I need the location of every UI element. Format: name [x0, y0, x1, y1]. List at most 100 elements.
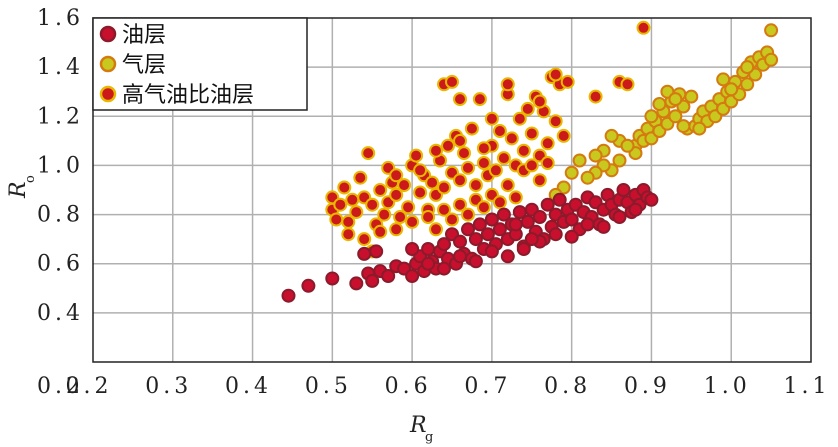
legend-item-gas-layer: 气层 — [99, 53, 166, 78]
point-oil-layer — [281, 288, 296, 303]
point-oil-layer — [405, 242, 420, 256]
point-oil-layer — [325, 271, 340, 286]
point-high-gor-oil-layer — [548, 114, 563, 129]
point-gas-layer — [604, 128, 619, 143]
point-high-gor-oil-layer — [333, 197, 348, 212]
point-oil-layer — [644, 192, 659, 207]
point-high-gor-oil-layer — [532, 94, 547, 109]
point-gas-layer — [716, 72, 731, 87]
point-high-gor-oil-layer — [464, 121, 479, 136]
point-high-gor-oil-layer — [496, 151, 511, 166]
x-tick-label: 0.7 — [464, 374, 511, 399]
point-high-gor-oil-layer — [453, 133, 467, 148]
y-axis-label-subscript: o — [23, 175, 38, 183]
point-high-gor-oil-layer — [353, 170, 368, 185]
point-gas-layer — [684, 89, 699, 104]
point-high-gor-oil-layer — [453, 197, 467, 212]
point-oil-layer — [357, 246, 372, 261]
legend-item-high-gor-oil-layer: 高气油比油层 — [99, 83, 254, 108]
y-axis-title: R o — [6, 175, 38, 199]
point-oil-layer — [532, 210, 547, 224]
point-high-gor-oil-layer — [548, 67, 563, 82]
point-gas-layer — [572, 153, 587, 168]
point-gas-layer — [740, 60, 755, 75]
point-high-gor-oil-layer — [437, 180, 451, 195]
x-tick-labels: 0.2 0.3 0.4 0.5 0.6 0.7 0.8 0.9 1.0 1.1 — [66, 374, 827, 399]
x-tick-label: 0.2 — [66, 374, 113, 399]
plot-frame — [92, 17, 812, 363]
point-oil-layer — [421, 242, 436, 256]
point-high-gor-oil-layer — [532, 173, 547, 188]
point-oil-layer — [484, 244, 499, 259]
point-high-gor-oil-layer — [421, 210, 436, 224]
legend-box — [92, 17, 308, 111]
point-oil-layer — [472, 217, 487, 232]
legend-item-oil-layer: 油层 — [99, 23, 166, 48]
point-gas-layer — [652, 97, 667, 111]
point-oil-layer — [540, 197, 555, 212]
legend-marker-oil-layer — [99, 25, 117, 43]
grid-lines — [93, 18, 811, 362]
point-high-gor-oil-layer — [492, 195, 507, 210]
point-gas-layer — [564, 165, 579, 180]
x-axis-title: R g — [409, 413, 433, 445]
point-gas-layer — [580, 170, 595, 185]
point-oil-layer — [453, 249, 467, 264]
x-tick-label: 0.8 — [544, 374, 591, 399]
point-high-gor-oil-layer — [636, 20, 651, 35]
point-gas-layer — [588, 148, 603, 163]
point-high-gor-oil-layer — [468, 178, 483, 193]
point-high-gor-oil-layer — [341, 227, 356, 242]
point-gas-layer — [724, 82, 739, 97]
point-high-gor-oil-layer — [405, 214, 420, 229]
point-high-gor-oil-layer — [453, 173, 467, 188]
point-oil-layer — [564, 212, 579, 227]
point-high-gor-oil-layer — [425, 175, 440, 190]
point-high-gor-oil-layer — [445, 212, 459, 227]
y-tick-label: 0.8 — [37, 203, 84, 228]
point-oil-layer — [500, 249, 515, 264]
y-tick-label: 1.4 — [37, 55, 84, 80]
point-high-gor-oil-layer — [365, 197, 380, 212]
y-tick-label-origin: 0.2 — [37, 374, 84, 399]
point-high-gor-oil-layer — [540, 136, 555, 151]
point-oil-layer — [461, 222, 475, 237]
point-oil-layer — [496, 207, 511, 222]
point-gas-layer — [676, 119, 691, 134]
point-oil-layer — [421, 256, 436, 271]
legend-marker-high-gor-oil-layer — [99, 85, 117, 103]
point-high-gor-oil-layer — [373, 224, 388, 239]
point-oil-layer — [468, 232, 483, 247]
point-oil-layer — [453, 234, 467, 249]
point-oil-layer — [492, 222, 507, 237]
point-oil-layer — [381, 269, 396, 283]
point-oil-layer — [480, 227, 495, 242]
point-high-gor-oil-layer — [401, 200, 416, 215]
point-oil-layer — [612, 210, 627, 224]
y-tick-label: 1.0 — [37, 153, 84, 178]
point-gas-layer — [612, 153, 627, 168]
point-high-gor-oil-layer — [556, 128, 571, 143]
point-high-gor-oil-layer — [508, 190, 523, 205]
point-high-gor-oil-layer — [441, 138, 455, 153]
point-gas-layer — [764, 23, 779, 38]
point-high-gor-oil-layer — [393, 210, 408, 224]
point-oil-layer — [369, 244, 384, 259]
point-high-gor-oil-layer — [409, 148, 424, 163]
point-oil-layer — [580, 217, 595, 232]
y-tick-labels: 0.4 0.6 0.8 1.0 1.2 1.4 1.6 0.2 — [37, 6, 84, 399]
point-high-gor-oil-layer — [461, 160, 475, 175]
point-oil-layer — [564, 229, 579, 244]
point-oil-layer — [405, 269, 420, 283]
point-high-gor-oil-layer — [457, 146, 471, 161]
legend-marker-gas-layer — [99, 55, 117, 73]
point-oil-layer — [628, 202, 643, 217]
point-high-gor-oil-layer — [437, 202, 451, 217]
point-high-gor-oil-layer — [492, 124, 507, 138]
point-oil-layer — [516, 242, 531, 256]
point-high-gor-oil-layer — [345, 192, 360, 207]
x-tick-label: 0.5 — [305, 374, 352, 399]
point-high-gor-oil-layer — [524, 158, 539, 173]
point-gas-layer — [644, 109, 659, 124]
y-tick-label: 1.6 — [37, 6, 84, 31]
